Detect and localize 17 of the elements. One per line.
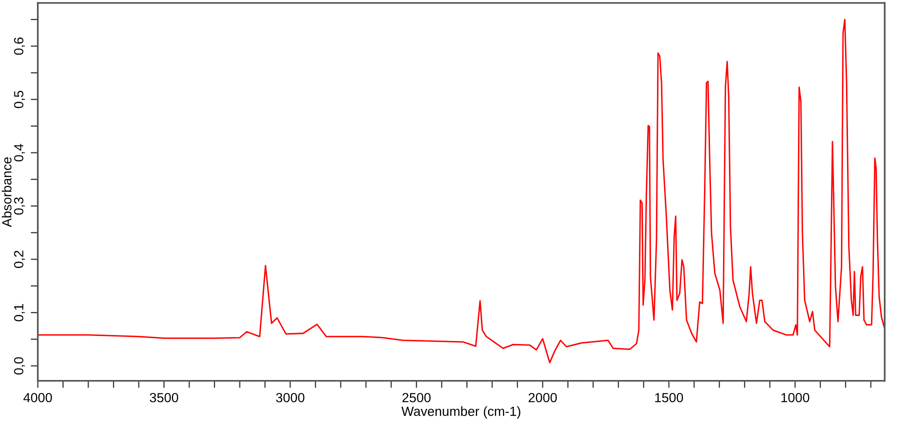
x-tick-label: 1500	[655, 392, 684, 402]
y-tick-label: 0,1	[14, 304, 25, 322]
y-tick-label: 0,5	[14, 90, 25, 108]
y-tick-label: 0,3	[14, 197, 25, 215]
x-tick-label: 3500	[150, 392, 178, 402]
line-series	[38, 18, 885, 364]
x-tick-label: 2000	[528, 392, 557, 402]
x-tick-label: 2500	[402, 392, 431, 402]
x-tick-label: 3000	[276, 392, 304, 402]
x-tick-label: 1000	[781, 392, 810, 402]
x-tick-label: 4000	[23, 392, 52, 402]
y-tick-label: 0,0	[14, 357, 25, 375]
y-axis-title: Absorbance	[2, 157, 12, 228]
x-axis-title: Wavenumber (cm-1)	[401, 406, 520, 419]
y-tick-label: 0,4	[14, 144, 25, 162]
y-tick-label: 0,6	[14, 38, 25, 55]
y-tick-label: 0,2	[14, 250, 25, 268]
